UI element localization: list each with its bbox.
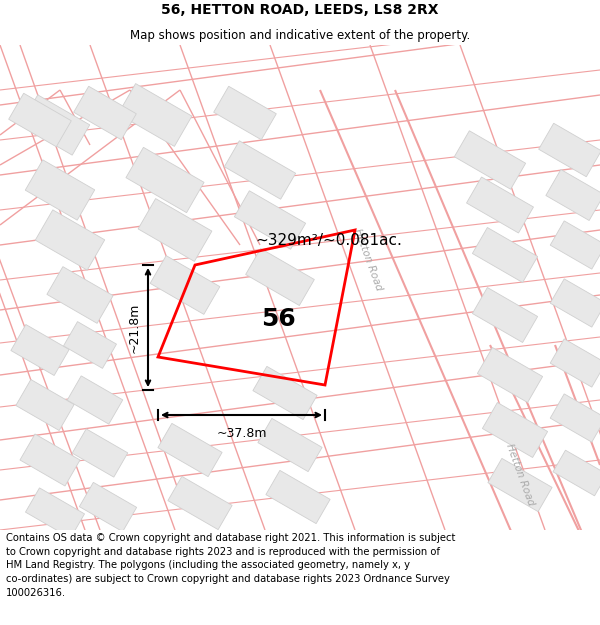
Polygon shape [20, 95, 90, 155]
Polygon shape [25, 160, 95, 220]
Polygon shape [539, 123, 600, 177]
Polygon shape [224, 141, 296, 199]
Text: ~37.8m: ~37.8m [216, 427, 267, 440]
Polygon shape [150, 256, 220, 314]
Text: 56: 56 [261, 308, 296, 331]
Polygon shape [72, 429, 128, 477]
Polygon shape [25, 488, 85, 538]
Polygon shape [20, 434, 80, 486]
Polygon shape [64, 322, 116, 368]
Text: ~329m²/~0.081ac.: ~329m²/~0.081ac. [255, 232, 402, 248]
Polygon shape [482, 402, 548, 458]
Text: 56, HETTON ROAD, LEEDS, LS8 2RX: 56, HETTON ROAD, LEEDS, LS8 2RX [161, 3, 439, 17]
Polygon shape [235, 191, 305, 249]
Polygon shape [126, 148, 204, 213]
Polygon shape [168, 476, 232, 529]
Polygon shape [550, 221, 600, 269]
Polygon shape [67, 376, 123, 424]
Polygon shape [478, 348, 542, 403]
Polygon shape [266, 471, 330, 524]
Polygon shape [245, 249, 314, 306]
Polygon shape [550, 339, 600, 387]
Text: Hetton Road: Hetton Road [504, 442, 536, 508]
Polygon shape [138, 199, 212, 261]
Polygon shape [550, 394, 600, 442]
Polygon shape [472, 288, 538, 342]
Polygon shape [158, 423, 222, 477]
Polygon shape [8, 93, 71, 147]
Polygon shape [553, 450, 600, 496]
Polygon shape [550, 279, 600, 327]
Polygon shape [253, 366, 317, 419]
Polygon shape [11, 324, 69, 376]
Text: Hetton Road: Hetton Road [352, 228, 384, 292]
Polygon shape [214, 86, 277, 140]
Polygon shape [74, 86, 136, 140]
Polygon shape [16, 379, 74, 431]
Polygon shape [546, 169, 600, 221]
Polygon shape [488, 458, 552, 512]
Polygon shape [47, 267, 113, 323]
Text: ~21.8m: ~21.8m [128, 302, 141, 352]
Text: Contains OS data © Crown copyright and database right 2021. This information is : Contains OS data © Crown copyright and d… [6, 533, 455, 598]
Polygon shape [258, 418, 322, 472]
Polygon shape [454, 131, 526, 189]
Polygon shape [79, 482, 137, 532]
Polygon shape [35, 210, 105, 270]
Polygon shape [467, 177, 533, 233]
Polygon shape [118, 84, 192, 146]
Text: Map shows position and indicative extent of the property.: Map shows position and indicative extent… [130, 29, 470, 42]
Polygon shape [472, 228, 538, 282]
